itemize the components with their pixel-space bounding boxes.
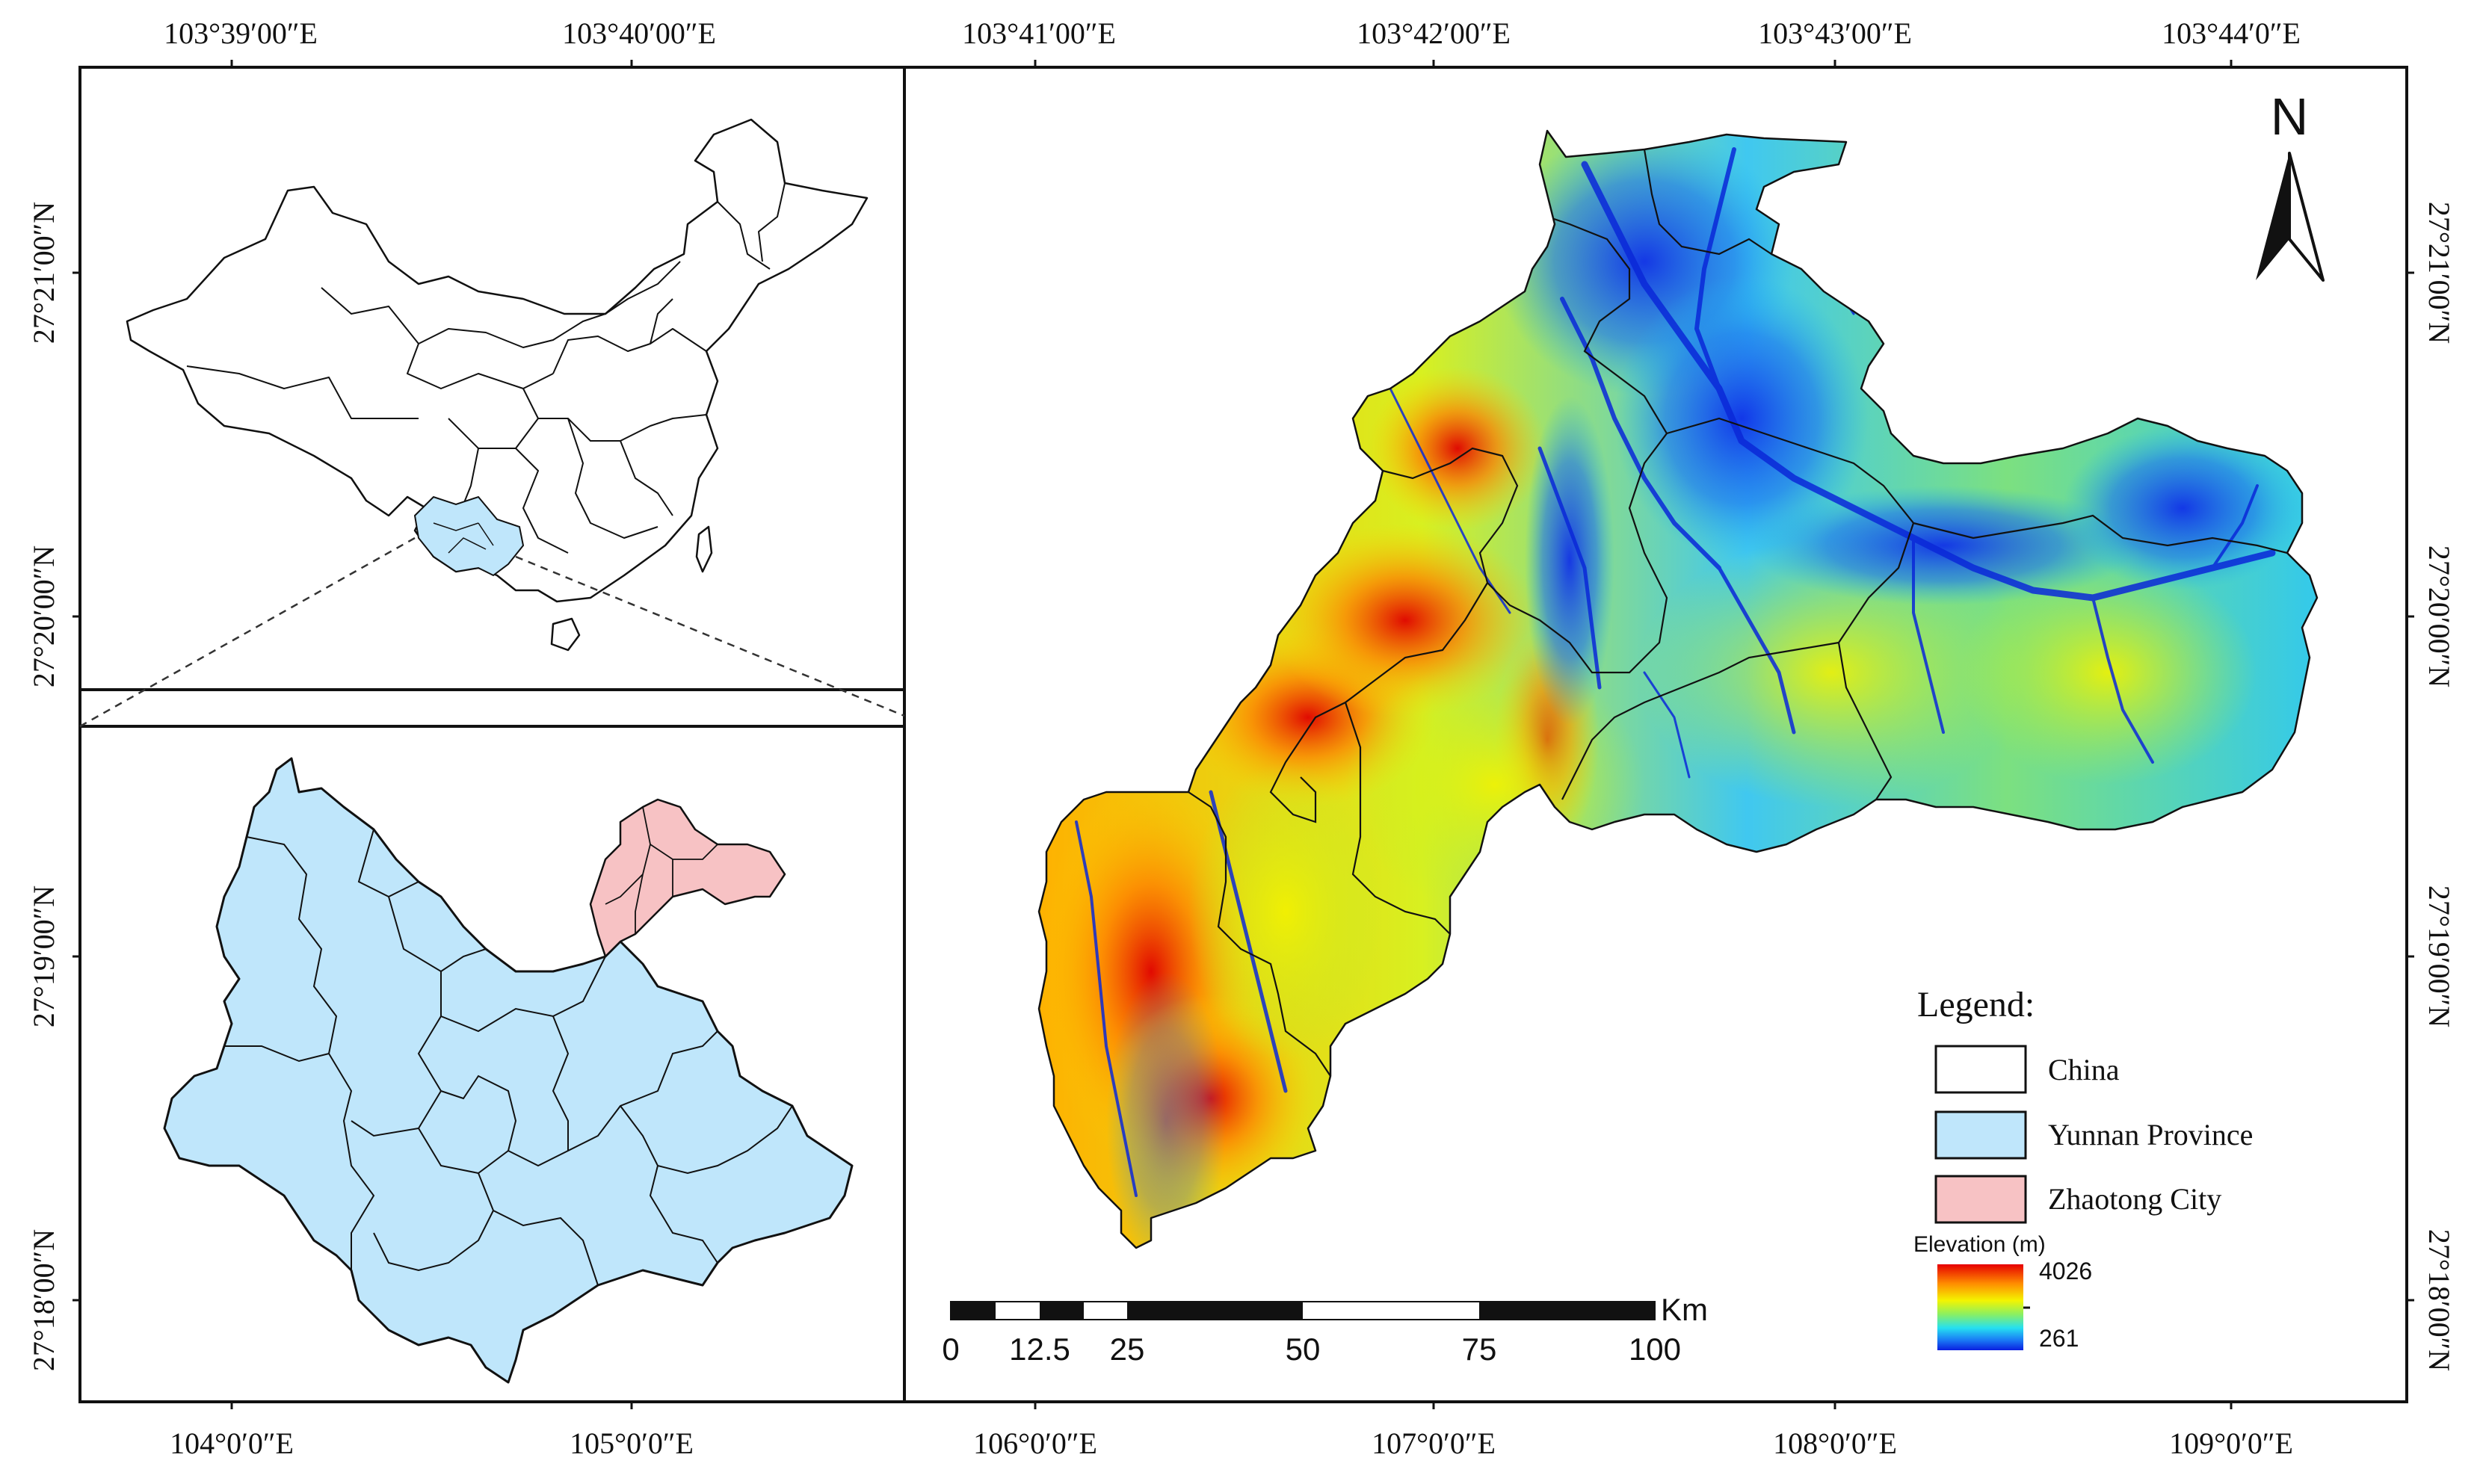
legend: Legend: China Yunnan Province Zhaotong C…	[1913, 985, 2253, 1352]
river-network	[1075, 147, 2276, 1197]
right-axis-labels: 27°21′00″N 27°20′00″N 27°19′00″N 27°18′0…	[2422, 202, 2456, 1371]
top-axis-label: 103°42′00″E	[1357, 16, 1511, 50]
top-axis-label: 103°41′00″E	[962, 16, 1116, 50]
china-hainan-outline	[550, 617, 581, 652]
zhaotong-elevation-map	[1039, 131, 2317, 1248]
china-yunnan-internal-lines	[433, 522, 494, 554]
bottom-axis-label: 104°0′0″E	[170, 1426, 294, 1460]
top-axis-label: 103°40′00″E	[562, 16, 716, 50]
yunnan-zhaotong-highlight	[589, 798, 786, 958]
scale-label: 25	[1110, 1332, 1145, 1367]
bottom-axis-label: 109°0′0″E	[2169, 1426, 2293, 1460]
scale-segment	[1127, 1302, 1303, 1320]
yunnan-prefecture-lines	[224, 829, 793, 1286]
elevation-max-label: 4026	[2039, 1258, 2092, 1284]
right-axis-label: 27°21′00″N	[2422, 202, 2456, 344]
china-outline-map	[126, 118, 869, 652]
yunnan-province-shape	[163, 757, 854, 1384]
china-country-outline	[126, 118, 869, 603]
top-axis-label: 103°44′0″E	[2162, 16, 2301, 50]
bottom-axis-label: 106°0′0″E	[973, 1426, 1097, 1460]
bottom-axis-labels: 104°0′0″E 105°0′0″E 106°0′0″E 107°0′0″E …	[170, 1426, 2293, 1460]
legend-label-yunnan: Yunnan Province	[2048, 1118, 2253, 1151]
zhaotong-county-lines	[605, 806, 718, 934]
legend-label-zhaotong: Zhaotong City	[2048, 1182, 2221, 1216]
scale-label: 50	[1286, 1332, 1321, 1367]
elevation-min-label: 261	[2039, 1325, 2079, 1352]
legend-swatch-yunnan	[1934, 1110, 2027, 1160]
inset-connector-lines	[79, 537, 905, 728]
scale-label: 75	[1462, 1332, 1497, 1367]
legend-label-china: China	[2048, 1053, 2120, 1086]
north-arrow: N	[2256, 87, 2325, 282]
county-borders	[1188, 149, 2288, 1077]
north-arrow-icon	[2256, 152, 2325, 282]
elevation-title: Elevation (m)	[1913, 1232, 2046, 1257]
scale-segment	[951, 1302, 996, 1320]
zhaotong-outline	[1037, 129, 2319, 1249]
right-axis-label: 27°18′00″N	[2422, 1229, 2456, 1371]
left-axis-label: 27°18′00″N	[27, 1229, 61, 1371]
legend-swatch-china	[1934, 1045, 2027, 1094]
right-axis-label: 27°19′00″N	[2422, 885, 2456, 1027]
left-axis-labels: 27°21′00″N 27°20′00″N 27°19′00″N 27°18′0…	[27, 202, 61, 1371]
top-axis-label: 103°43′00″E	[1758, 16, 1912, 50]
china-yunnan-highlight	[413, 495, 525, 577]
north-arrow-letter: N	[2271, 87, 2309, 146]
scale-label: 0	[942, 1332, 959, 1367]
bottom-axis-label: 107°0′0″E	[1372, 1426, 1496, 1460]
scale-segment	[1040, 1302, 1084, 1320]
left-axis-label: 27°19′00″N	[27, 885, 61, 1027]
scale-bar: 0 12.5 25 50 75 100 Km	[942, 1292, 1708, 1367]
china-taiwan-outline	[695, 525, 713, 573]
bottom-axis-label: 105°0′0″E	[570, 1426, 694, 1460]
scale-label: 12.5	[1009, 1332, 1070, 1367]
scale-label: 100	[1629, 1332, 1681, 1367]
left-axis-label: 27°21′00″N	[27, 202, 61, 344]
right-axis-label: 27°20′00″N	[2422, 545, 2456, 687]
scale-segment	[1479, 1302, 1655, 1320]
scale-unit: Km	[1661, 1292, 1708, 1327]
legend-swatch-zhaotong	[1934, 1175, 2027, 1224]
china-province-lines	[186, 182, 786, 554]
top-axis-label: 103°39′00″E	[164, 16, 318, 50]
elevation-color-ramp	[1937, 1264, 2023, 1350]
top-axis-labels: 103°39′00″E 103°40′00″E 103°41′00″E 103°…	[164, 16, 2301, 50]
bottom-axis-label: 108°0′0″E	[1773, 1426, 1897, 1460]
axis-ticks	[73, 60, 2414, 1409]
legend-title: Legend:	[1917, 985, 2035, 1024]
left-axis-label: 27°20′00″N	[27, 545, 61, 687]
